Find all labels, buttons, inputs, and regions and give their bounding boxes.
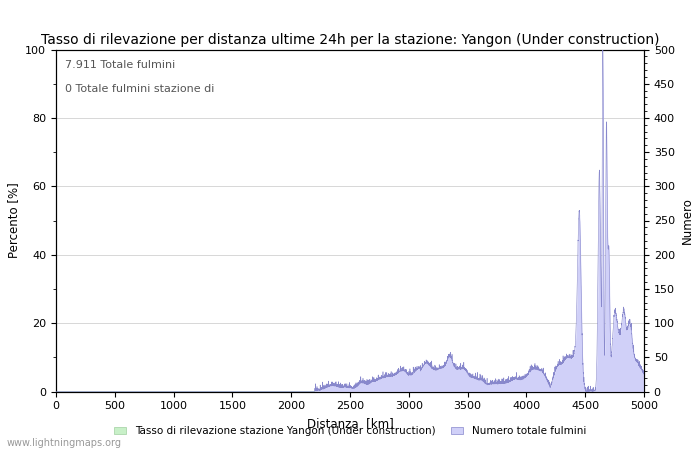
Title: Tasso di rilevazione per distanza ultime 24h per la stazione: Yangon (Under cons: Tasso di rilevazione per distanza ultime… xyxy=(41,33,659,47)
X-axis label: Distanza  [km]: Distanza [km] xyxy=(307,417,393,430)
Text: www.lightningmaps.org: www.lightningmaps.org xyxy=(7,438,122,448)
Text: 0 Totale fulmini stazione di: 0 Totale fulmini stazione di xyxy=(65,84,214,94)
Y-axis label: Percento [%]: Percento [%] xyxy=(7,183,20,258)
Legend: Tasso di rilevazione stazione Yangon (Under construction), Numero totale fulmini: Tasso di rilevazione stazione Yangon (Un… xyxy=(110,422,590,440)
Y-axis label: Numero: Numero xyxy=(680,197,694,244)
Text: 7.911 Totale fulmini: 7.911 Totale fulmini xyxy=(65,60,175,70)
